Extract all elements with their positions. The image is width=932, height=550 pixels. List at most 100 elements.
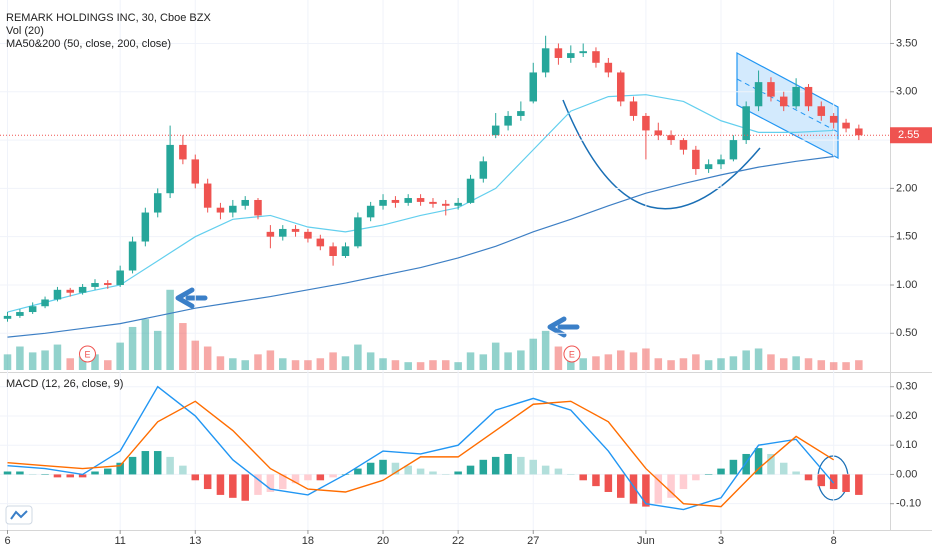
macd-histogram-bar [792, 471, 800, 475]
earnings-label: E [569, 349, 575, 359]
volume-bar [642, 348, 650, 370]
logo [5, 505, 33, 525]
candle-body [579, 51, 587, 54]
macd-histogram-bar [141, 451, 150, 475]
volume-bar [491, 342, 500, 370]
x-tick-label: 27 [527, 535, 539, 547]
y-tick-label: 0.30 [896, 381, 917, 393]
volume-bar [153, 330, 162, 370]
macd-histogram-bar [166, 456, 174, 475]
candle-body [529, 72, 538, 102]
candle-body [466, 178, 475, 203]
volume-bar [28, 352, 37, 370]
macd-histogram-bar [454, 471, 462, 475]
macd-line [7, 385, 835, 511]
candle-body [592, 51, 600, 63]
volume-bar [91, 354, 99, 370]
macd-histogram-bar [41, 474, 49, 475]
volume-bar [116, 342, 124, 370]
volume-bar [829, 362, 838, 370]
volume-bar [579, 358, 587, 370]
candle-body [479, 161, 488, 179]
candle-body [341, 246, 350, 257]
macd-histogram-bar [504, 453, 512, 475]
candle-body [379, 199, 387, 206]
x-tick-label: 3 [718, 535, 724, 547]
candle-body [391, 199, 400, 203]
macd-histogram-bar [379, 459, 387, 475]
macd-histogram-bar [266, 474, 275, 492]
macd-histogram-bar [179, 465, 187, 475]
macd-histogram-bar [654, 474, 663, 504]
macd-histogram-bar [391, 462, 400, 475]
macd-histogram-bar [329, 474, 337, 478]
volume-bar [291, 360, 300, 370]
volume-bar [53, 344, 62, 370]
macd-histogram-bar [667, 474, 675, 498]
y-tick-label: 2.00 [896, 182, 917, 194]
macd-histogram-bar [767, 453, 775, 475]
y-tick-label: 0.00 [896, 468, 917, 480]
volume-bar [592, 356, 600, 370]
volume-bar [855, 360, 863, 370]
volume-bar [316, 358, 325, 370]
volume-bar [366, 352, 375, 370]
macd-histogram-bar [16, 471, 24, 475]
volume-bar [216, 356, 225, 370]
candle-body [104, 283, 112, 285]
candle-body [629, 101, 638, 116]
candle-body [166, 144, 174, 194]
macd-histogram-bar [567, 474, 575, 475]
volume-bar [667, 360, 675, 370]
volume-bar [128, 326, 137, 370]
candle-body [153, 193, 162, 213]
macd-histogram-bar [203, 474, 212, 490]
ma200-line [7, 155, 834, 338]
macd-histogram-bar [429, 471, 437, 475]
candle-body [567, 53, 575, 58]
candle-body [842, 122, 850, 129]
indicator-label: Vol (20) [6, 25, 44, 37]
candle-body [266, 231, 275, 237]
macd-histogram-bar [479, 459, 488, 475]
candle-body [366, 205, 375, 218]
volume-bar [354, 344, 362, 370]
x-tick-label: 11 [114, 535, 125, 547]
earnings-marker [78, 345, 96, 363]
macd-histogram-bar [679, 474, 688, 490]
x-tick-label: 13 [189, 535, 201, 547]
volume-bar [41, 350, 49, 370]
macd-histogram-bar [855, 474, 863, 495]
macd-histogram-bar [729, 459, 738, 475]
macd-histogram-bar [3, 471, 12, 475]
macd-histogram-bar [229, 474, 237, 498]
candle-body [116, 270, 124, 285]
x-tick-label: 6 [4, 535, 10, 547]
macd-histogram-bar [191, 474, 200, 481]
candle-body [216, 207, 225, 213]
arrow [547, 316, 580, 338]
macd-histogram-bar [704, 474, 713, 475]
macd-histogram-bar [416, 468, 425, 475]
macd-histogram-bar [779, 462, 788, 475]
volume-bar [304, 360, 312, 370]
volume-bar [166, 289, 174, 370]
volume-bar [104, 360, 112, 370]
candle-body [279, 228, 287, 237]
candle-body [241, 199, 249, 206]
volume-bar [754, 348, 763, 370]
macd-histogram-bar [104, 468, 112, 475]
candle-body [354, 217, 362, 247]
macd-histogram-bar [717, 468, 725, 475]
candle-body [729, 140, 738, 160]
volume-bar [416, 362, 425, 370]
channel-midline [736, 78, 839, 133]
x-tick-label: 18 [302, 535, 314, 547]
volume-bar [391, 360, 400, 370]
macd-histogram-bar [842, 474, 850, 492]
signal-line [7, 400, 835, 508]
x-tick-label: 20 [377, 535, 389, 547]
volume-bar [191, 340, 200, 370]
volume-bar [792, 356, 800, 370]
